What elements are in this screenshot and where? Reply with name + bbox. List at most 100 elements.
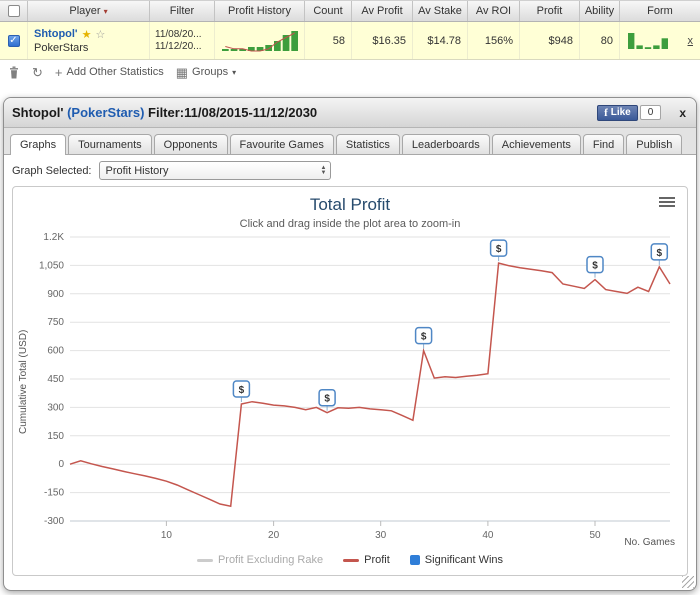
chart-container: Total Profit Click and drag inside the p…	[12, 186, 688, 576]
tab-achievements[interactable]: Achievements	[491, 134, 581, 154]
player-cell: Shtopol' ★ ☆ PokerStars	[28, 22, 150, 59]
site-name: PokerStars	[34, 41, 89, 54]
plus-icon: +	[54, 64, 63, 80]
x-axis-title: No. Games	[624, 537, 675, 548]
facebook-like-widget: f Like 0	[597, 104, 662, 121]
column-header-label: Profit History	[228, 5, 291, 17]
filter-date-from: 11/08/20...	[155, 28, 202, 40]
player-stats-table: Player ▾ Filter Profit History Count Av P…	[0, 0, 700, 84]
remove-row-link[interactable]: x	[687, 34, 694, 47]
chart-title: Total Profit	[309, 195, 391, 214]
column-header-ability[interactable]: Ability	[580, 1, 620, 21]
column-header-label: Form	[647, 5, 673, 17]
form-sparkline	[628, 32, 668, 49]
facebook-like-button[interactable]: f Like	[597, 104, 638, 121]
svg-text:600: 600	[47, 346, 64, 357]
facebook-like-label: Like	[610, 107, 631, 118]
column-header-count[interactable]: Count	[305, 1, 352, 21]
svg-text:0: 0	[58, 459, 64, 470]
panel-title-player: Shtopol'	[12, 105, 68, 120]
column-header-av-profit[interactable]: Av Profit	[352, 1, 413, 21]
row-select-cell: ✓	[0, 22, 28, 59]
column-header-player[interactable]: Player ▾	[28, 1, 150, 21]
favorite-star-icon[interactable]: ☆	[95, 28, 106, 41]
player-name-link[interactable]: Shtopol'	[34, 28, 78, 40]
panel-title-filter: Filter:11/08/2015-11/12/2030	[144, 105, 318, 120]
svg-text:40: 40	[482, 530, 494, 541]
select-all-cell	[0, 1, 28, 21]
tab-statistics[interactable]: Statistics	[335, 134, 400, 154]
panel-header: Shtopol' (PokerStars) Filter:11/08/2015-…	[4, 98, 696, 128]
column-header-av-stake[interactable]: Av Stake	[413, 1, 468, 21]
player-detail-panel: Shtopol' (PokerStars) Filter:11/08/2015-…	[3, 97, 697, 591]
facebook-icon: f	[604, 106, 608, 119]
column-header-av-roi[interactable]: Av ROI	[468, 1, 520, 21]
svg-text:300: 300	[47, 402, 64, 413]
column-header-profit[interactable]: Profit	[520, 1, 580, 21]
resize-grip[interactable]	[682, 576, 694, 588]
count-cell: 58	[305, 22, 352, 59]
av-roi-cell: 156%	[468, 22, 520, 59]
refresh-icon: ↻	[32, 64, 43, 80]
tab-leaderboards[interactable]: Leaderboards	[401, 134, 490, 154]
delete-button[interactable]	[8, 66, 20, 79]
close-panel-button[interactable]: x	[679, 105, 686, 120]
tab-opponents[interactable]: Opponents	[153, 134, 228, 154]
svg-text:20: 20	[268, 530, 280, 541]
column-header-filter[interactable]: Filter	[150, 1, 215, 21]
svg-text:$: $	[657, 248, 663, 259]
chart-menu-button[interactable]	[659, 197, 675, 209]
legend-label: Profit Excluding Rake	[217, 554, 324, 566]
table-row[interactable]: ✓ Shtopol' ★ ☆ PokerStars 11/08/20... 11…	[0, 22, 700, 60]
legend-item-profit[interactable]: Profit	[343, 554, 390, 566]
svg-text:30: 30	[375, 530, 387, 541]
legend-swatch	[196, 558, 213, 562]
profit-history-cell[interactable]	[215, 22, 305, 59]
filter-date-to: 11/12/20...	[155, 40, 202, 52]
av-stake-cell: $14.78	[413, 22, 468, 59]
profit-cell: $948	[520, 22, 580, 59]
column-header-label: Av Stake	[418, 5, 462, 17]
legend-swatch	[343, 558, 360, 562]
graph-type-select[interactable]: Profit History ▲ ▼	[98, 161, 331, 180]
column-header-profit-history[interactable]: Profit History	[215, 1, 305, 21]
svg-text:-150: -150	[44, 488, 64, 499]
groups-dropdown[interactable]: ▦ Groups ▾	[176, 66, 236, 79]
svg-text:150: 150	[47, 431, 64, 442]
svg-text:900: 900	[47, 289, 64, 300]
svg-text:$: $	[421, 332, 427, 343]
legend-item-profit-excluding-rake[interactable]: Profit Excluding Rake	[196, 554, 324, 566]
tab-publish[interactable]: Publish	[626, 134, 683, 154]
add-other-statistics-button[interactable]: + Add Other Statistics	[55, 66, 164, 79]
legend-swatch	[409, 555, 420, 565]
select-all-checkbox[interactable]	[7, 5, 20, 17]
tab-graphs[interactable]: Graphs	[10, 134, 67, 155]
sort-descending-icon: ▾	[103, 6, 108, 16]
legend-label: Significant Wins	[424, 554, 504, 566]
filter-cell[interactable]: 11/08/20... 11/12/20...	[150, 22, 215, 59]
tab-bar: Graphs Tournaments Opponents Favourite G…	[4, 128, 696, 155]
refresh-button[interactable]: ↻	[32, 66, 43, 79]
graph-type-selected-value: Profit History	[105, 164, 169, 177]
graph-selected-label: Graph Selected:	[12, 164, 92, 177]
gold-medal-icon: ★	[81, 28, 92, 41]
svg-text:750: 750	[47, 317, 64, 328]
av-profit-cell: $16.35	[352, 22, 413, 59]
tab-tournaments[interactable]: Tournaments	[68, 134, 152, 154]
profit-chart-plot[interactable]: -300 -150 0 150 300 450 600 750 900 1,050 1.2K 10 20…	[18, 231, 682, 547]
column-header-label: Profit	[536, 5, 563, 17]
legend-item-significant-wins[interactable]: Significant Wins	[409, 554, 504, 566]
table-header-row: Player ▾ Filter Profit History Count Av P…	[0, 0, 700, 22]
column-header-form[interactable]: Form	[620, 1, 700, 21]
svg-text:450: 450	[47, 374, 64, 385]
svg-text:-300: -300	[44, 516, 64, 527]
svg-text:1.2K: 1.2K	[43, 232, 64, 243]
column-header-label: Av Profit	[361, 5, 403, 17]
trash-icon	[10, 66, 18, 78]
graph-select-row: Graph Selected: Profit History ▲ ▼	[4, 155, 696, 186]
tab-find[interactable]: Find	[582, 134, 625, 154]
row-checkbox[interactable]: ✓	[7, 34, 20, 47]
tab-favourite-games[interactable]: Favourite Games	[229, 134, 334, 154]
svg-text:$: $	[496, 244, 502, 255]
panel-title-site: (PokerStars)	[67, 105, 145, 120]
